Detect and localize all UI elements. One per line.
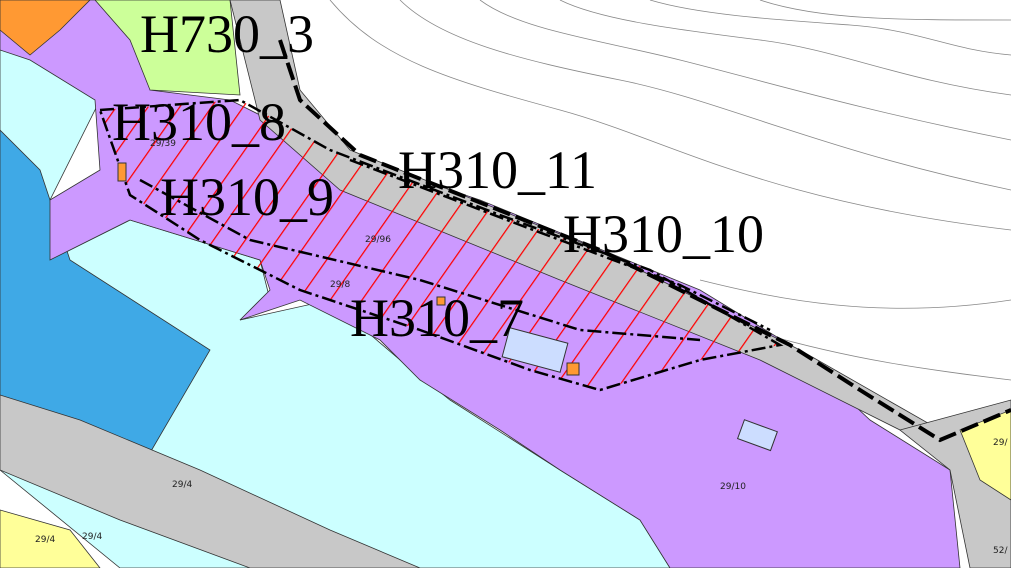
parcel-label: 29/8 bbox=[330, 280, 350, 290]
parcel-label: 29/4 bbox=[82, 532, 102, 542]
zone-label: H310_7 bbox=[350, 288, 524, 348]
parcel-label: 29/4 bbox=[35, 535, 55, 545]
building bbox=[501, 327, 569, 373]
road-south bbox=[0, 394, 421, 568]
building bbox=[117, 162, 127, 182]
parcel-label: 29/96 bbox=[365, 235, 391, 245]
green-zone bbox=[94, 0, 241, 96]
orange-zone bbox=[0, 0, 91, 56]
hatched-area bbox=[100, 100, 780, 390]
boundary bbox=[349, 158, 771, 332]
zone-label: H310_9 bbox=[160, 167, 334, 227]
boundary-main bbox=[278, 39, 1011, 443]
parcel-label: 29/ bbox=[993, 438, 1008, 448]
building bbox=[736, 419, 778, 452]
parcel-label: 29/4 bbox=[172, 480, 192, 490]
building bbox=[436, 296, 446, 306]
zone-label: H310_8 bbox=[112, 92, 286, 152]
zone-label: H310_11 bbox=[398, 140, 597, 200]
contours bbox=[329, 0, 1011, 381]
parcel-label: 29/10 bbox=[720, 482, 746, 492]
zone-label: H310_10 bbox=[563, 204, 764, 264]
boundary bbox=[139, 178, 701, 342]
boundary bbox=[98, 98, 784, 392]
yellow-zone bbox=[0, 509, 101, 568]
zone-label: H730_3 bbox=[140, 4, 314, 64]
parcel-label: 52/ bbox=[993, 546, 1008, 556]
building bbox=[566, 362, 580, 376]
parcel-label: 29/39 bbox=[150, 139, 176, 149]
